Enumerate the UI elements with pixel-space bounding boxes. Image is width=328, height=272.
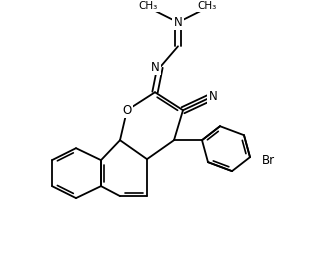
Text: O: O [122, 104, 132, 117]
Text: N: N [151, 61, 160, 74]
Text: N: N [174, 16, 182, 29]
Text: Br: Br [261, 154, 275, 167]
Text: CH₃: CH₃ [138, 1, 158, 11]
Text: CH₃: CH₃ [197, 1, 216, 11]
Text: N: N [209, 90, 217, 103]
